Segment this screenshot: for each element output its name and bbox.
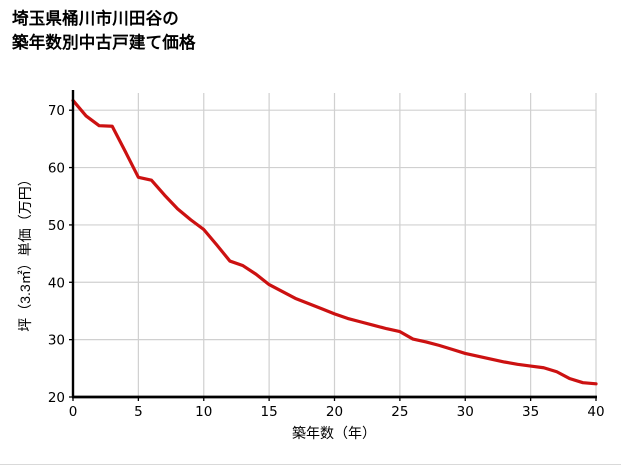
x-axis-tick-labels: 0 5 10 15 20 25 30 35 40	[69, 404, 605, 420]
y-tick-label: 60	[48, 161, 65, 177]
y-tick-label: 40	[48, 275, 65, 291]
y-axis-tick-labels: 20 30 40 50 60 70	[48, 103, 65, 406]
x-tick-label: 35	[522, 404, 539, 420]
x-axis-title: 築年数（年）	[292, 425, 376, 441]
gridlines	[73, 93, 597, 397]
y-tick-label: 30	[48, 333, 65, 349]
x-tick-label: 0	[69, 404, 78, 420]
y-tick-label: 70	[48, 103, 65, 119]
x-tick-label: 25	[391, 404, 408, 420]
x-tick-label: 5	[134, 404, 143, 420]
y-tick-label: 50	[48, 218, 65, 234]
x-tick-label: 10	[195, 404, 212, 420]
price-line-series	[71, 98, 598, 386]
page-title: 埼玉県桶川市川田谷の 築年数別中古戸建て価格	[12, 10, 196, 52]
y-tick-label: 20	[48, 390, 65, 406]
tick-marks	[69, 109, 597, 401]
y-axis-title: 坪（3.3㎡）単価（万円）	[17, 172, 33, 331]
x-tick-label: 40	[587, 404, 604, 420]
x-tick-label: 15	[261, 404, 278, 420]
x-tick-label: 20	[326, 404, 343, 420]
x-tick-label: 30	[457, 404, 474, 420]
